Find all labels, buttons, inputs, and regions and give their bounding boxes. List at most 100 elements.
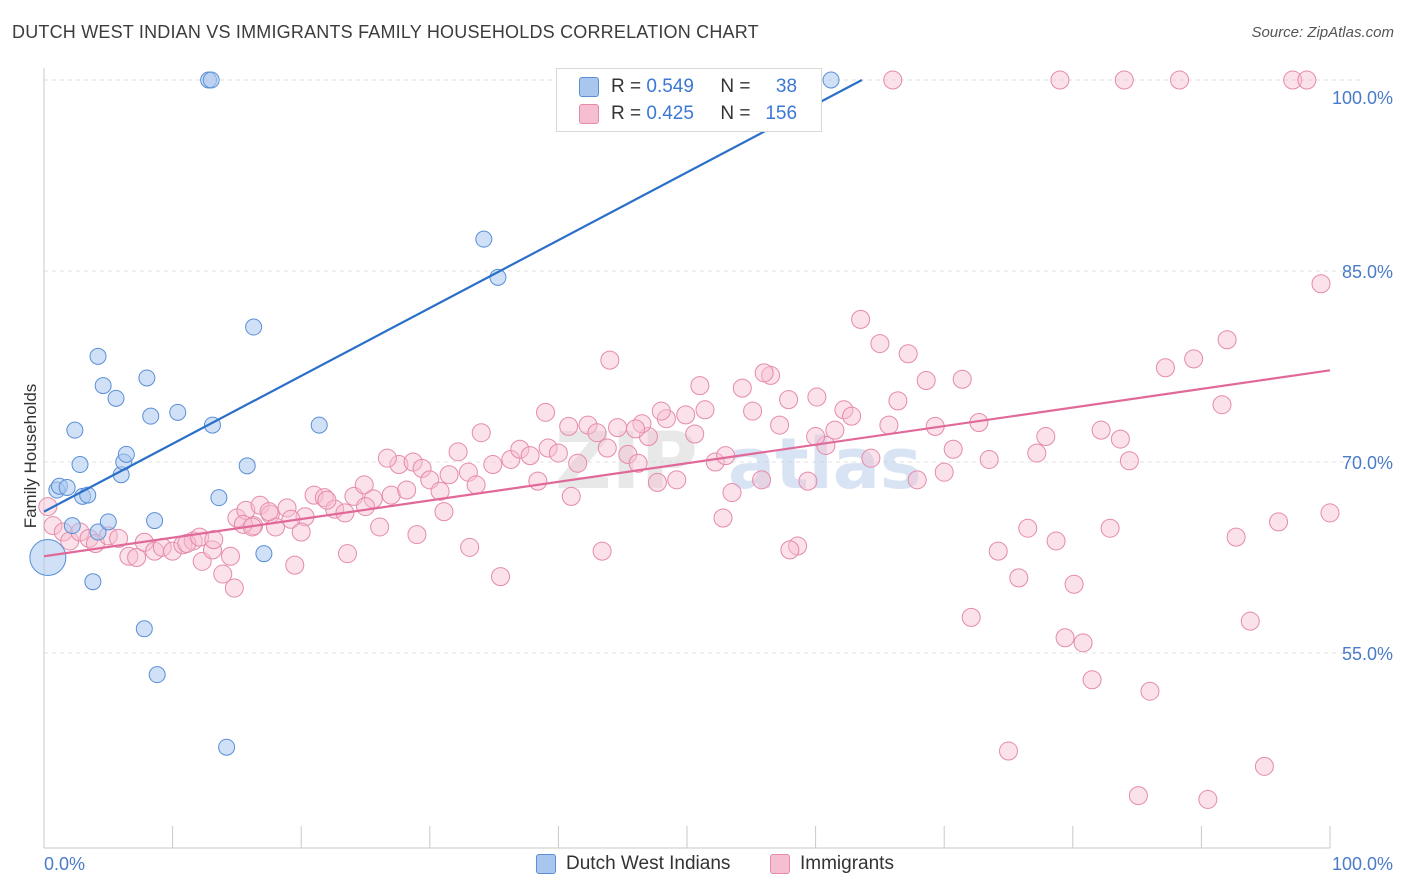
- immigrants-point: [510, 439, 530, 459]
- immigrants-point: [1311, 274, 1331, 294]
- immigrants-point: [389, 455, 409, 475]
- immigrants-point: [202, 540, 222, 560]
- immigrants-point: [337, 544, 357, 564]
- immigrants-point: [354, 475, 374, 495]
- immigrants-point: [667, 470, 687, 490]
- dutch-west-indians-point: [84, 573, 102, 591]
- legend-n-value: 156: [765, 103, 798, 124]
- dutch-west-indians-point: [89, 523, 107, 541]
- y-tick-label: 85.0%: [1342, 262, 1393, 282]
- immigrants-point: [934, 462, 954, 482]
- immigrants-point: [907, 470, 927, 490]
- x-tick-label-min: 0.0%: [44, 854, 85, 874]
- immigrants-point: [722, 483, 742, 503]
- immigrants-point: [770, 415, 790, 435]
- axes: [43, 68, 1331, 849]
- immigrants-point: [695, 400, 715, 420]
- immigrants-point: [647, 472, 667, 492]
- immigrants-point: [460, 537, 480, 557]
- immigrants-point: [754, 363, 774, 383]
- immigrants-point: [491, 567, 511, 587]
- legend-row-immigrants: R = 0.425 N = 156: [579, 101, 797, 127]
- dutch-west-indians-point: [117, 445, 135, 463]
- immigrants-point: [780, 540, 800, 560]
- immigrants-point: [483, 455, 503, 475]
- immigrants-point: [397, 480, 417, 500]
- legend-r-label: R =: [611, 103, 642, 124]
- immigrants-point: [628, 453, 648, 473]
- immigrants-point: [1254, 756, 1274, 776]
- x-tick-label-max: 100.0%: [1332, 854, 1393, 874]
- immigrants-point: [536, 402, 556, 422]
- immigrants-point: [1320, 503, 1340, 523]
- immigrants-point: [38, 497, 58, 517]
- immigrants-point: [888, 391, 908, 411]
- immigrants-point: [943, 439, 963, 459]
- immigrants-point: [1217, 330, 1237, 350]
- immigrants-point: [1100, 518, 1120, 538]
- immigrants-point: [798, 471, 818, 491]
- axis-labels: Family Households 55.0% 70.0% 85.0% 100.0% 0…: [21, 88, 1393, 874]
- immigrants-point: [1240, 611, 1260, 631]
- immigrants-point: [1064, 574, 1084, 594]
- dutch-west-indians-point: [138, 369, 156, 387]
- immigrants-point: [1128, 786, 1148, 806]
- immigrants-point: [1110, 429, 1130, 449]
- legend-n-label: N =: [720, 76, 751, 97]
- dutch-west-indians-point: [89, 347, 107, 365]
- immigrants-point: [1055, 628, 1075, 648]
- immigrants-point: [626, 419, 646, 439]
- series-legend-immigrants: Immigrants: [770, 851, 894, 877]
- immigrants-point: [377, 448, 397, 468]
- immigrants-point: [732, 378, 752, 398]
- immigrants-point: [1082, 670, 1102, 690]
- stats-legend: R = 0.549 N = 38 R = 0.425 N = 156: [556, 68, 822, 132]
- immigrants-point: [690, 376, 710, 396]
- immigrants-point: [743, 401, 763, 421]
- series-label-immigrants: Immigrants: [800, 853, 894, 874]
- legend-r-value: 0.425: [646, 103, 694, 124]
- series-swatch-pink: [770, 854, 790, 874]
- immigrants-point: [119, 546, 139, 566]
- immigrants-point: [1170, 70, 1190, 90]
- immigrants-point: [883, 70, 903, 90]
- immigrants-point: [1198, 789, 1218, 809]
- dutch-west-indians-point: [66, 421, 84, 439]
- dutch-west-indians-point: [107, 389, 125, 407]
- immigrants-point: [259, 502, 279, 522]
- immigrants-point: [213, 564, 233, 584]
- immigrants-point: [834, 400, 854, 420]
- y-tick-label: 55.0%: [1342, 644, 1393, 664]
- immigrants-point: [1140, 681, 1160, 701]
- immigrants-point: [1283, 70, 1303, 90]
- immigrants-point: [1073, 633, 1093, 653]
- dutch-west-indians-point: [475, 230, 493, 248]
- immigrants-point: [988, 541, 1008, 561]
- source-credit: Source: ZipAtlas.com: [1251, 24, 1394, 41]
- immigrants-point: [291, 522, 311, 542]
- immigrants-point: [520, 446, 540, 466]
- immigrants-point: [979, 449, 999, 469]
- immigrants-point: [434, 502, 454, 522]
- immigrants-point: [632, 414, 652, 434]
- dutch-west-indians-trend-line: [43, 79, 863, 513]
- immigrants-point: [430, 481, 450, 501]
- immigrants-point: [1009, 568, 1029, 588]
- legend-r-value: 0.549: [646, 76, 694, 97]
- immigrants-point: [285, 555, 305, 575]
- immigrants-point: [448, 442, 468, 462]
- series-swatch-blue: [536, 854, 556, 874]
- legend-n-value: 38: [775, 76, 798, 97]
- dutch-west-indians-point: [148, 666, 166, 684]
- dutch-west-indians-point: [99, 513, 117, 531]
- y-tick-label: 70.0%: [1342, 453, 1393, 473]
- immigrants-point: [356, 497, 375, 517]
- dutch-west-indians-point: [245, 318, 263, 336]
- immigrants-point: [608, 418, 628, 438]
- legend-n-label: N =: [720, 103, 751, 124]
- immigrants-point: [528, 471, 548, 491]
- immigrants-point: [999, 741, 1018, 761]
- immigrants-point: [1027, 443, 1047, 463]
- immigrants-point: [1184, 349, 1204, 369]
